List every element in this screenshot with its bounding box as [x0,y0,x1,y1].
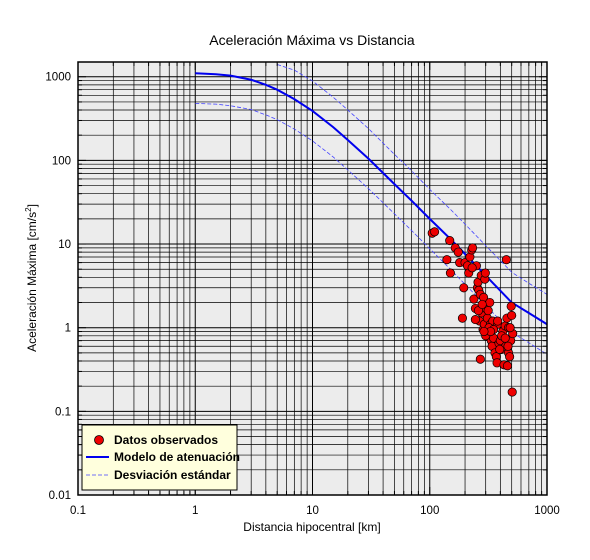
data-point [445,236,455,246]
y-tick-labels: 0.01 0.1 1 10 100 1000 [45,72,71,502]
data-point [506,301,516,311]
y-axis-label-end: ] [25,204,39,207]
data-point [485,297,495,308]
data-point [468,243,478,253]
y-tick-label: 0.01 [49,490,71,502]
data-point [477,299,487,309]
data-point [480,268,490,278]
data-point [470,315,480,325]
data-point [459,283,469,293]
legend-label-model: Modelo de atenuación [114,450,240,464]
legend-label-observed: Datos observados [114,433,218,447]
x-axis-label: Distancia hipocentral [km] [243,520,380,534]
x-tick-label: 10 [306,505,319,517]
x-tick-label: 1000 [534,505,560,517]
y-tick-label: 1 [65,323,71,335]
data-point [502,361,513,371]
data-point [479,326,489,337]
y-axis-label-sup: 2 [24,207,33,212]
data-point [507,387,517,397]
data-point [505,323,515,333]
y-tick-label: 0.1 [55,406,71,418]
data-point [495,344,505,354]
legend: Datos observados Modelo de atenuación De… [81,424,240,491]
axis-ticks [77,62,548,496]
x-tick-label: 0.1 [70,505,86,517]
x-tick-labels: 0.1 1 10 100 1000 [70,505,560,517]
data-point [430,227,440,237]
x-tick-label: 1 [192,505,198,517]
chart-title: Aceleración Máxima vs Distancia [209,32,415,48]
data-point [445,268,455,278]
legend-marker-icon [94,435,104,445]
data-point [469,294,479,304]
data-point [442,255,452,265]
data-point [457,313,467,323]
data-point [507,310,517,321]
y-axis-label-main: Aceleración Máxima [cm/s [25,212,39,352]
std-upper-line [277,64,548,295]
data-point [475,354,485,364]
data-point [493,316,503,326]
data-point [467,263,477,273]
legend-label-std: Desviación estándar [114,468,231,482]
observed-series [427,227,518,397]
data-point [453,247,463,257]
std-upper-series [277,64,548,295]
y-tick-label: 10 [58,239,71,251]
x-tick-label: 100 [420,505,439,517]
data-point [501,255,511,265]
data-point [500,333,510,343]
data-point [505,352,515,362]
y-tick-label: 100 [52,155,71,167]
grid [77,62,548,496]
y-axis-label: Aceleración Máxima [cm/s2] [24,204,39,352]
y-tick-label: 1000 [45,72,71,84]
data-point [503,341,513,351]
